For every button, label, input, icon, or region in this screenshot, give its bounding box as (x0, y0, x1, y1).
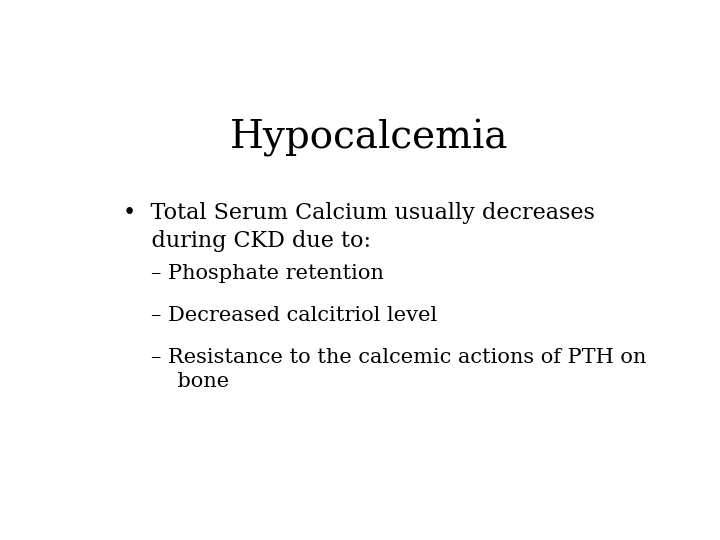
Text: Hypocalcemia: Hypocalcemia (230, 119, 508, 157)
Text: •  Total Serum Calcium usually decreases
    during CKD due to:: • Total Serum Calcium usually decreases … (124, 202, 595, 252)
Text: – Phosphate retention: – Phosphate retention (151, 265, 384, 284)
Text: – Resistance to the calcemic actions of PTH on
    bone: – Resistance to the calcemic actions of … (151, 348, 647, 391)
Text: – Decreased calcitriol level: – Decreased calcitriol level (151, 306, 438, 325)
